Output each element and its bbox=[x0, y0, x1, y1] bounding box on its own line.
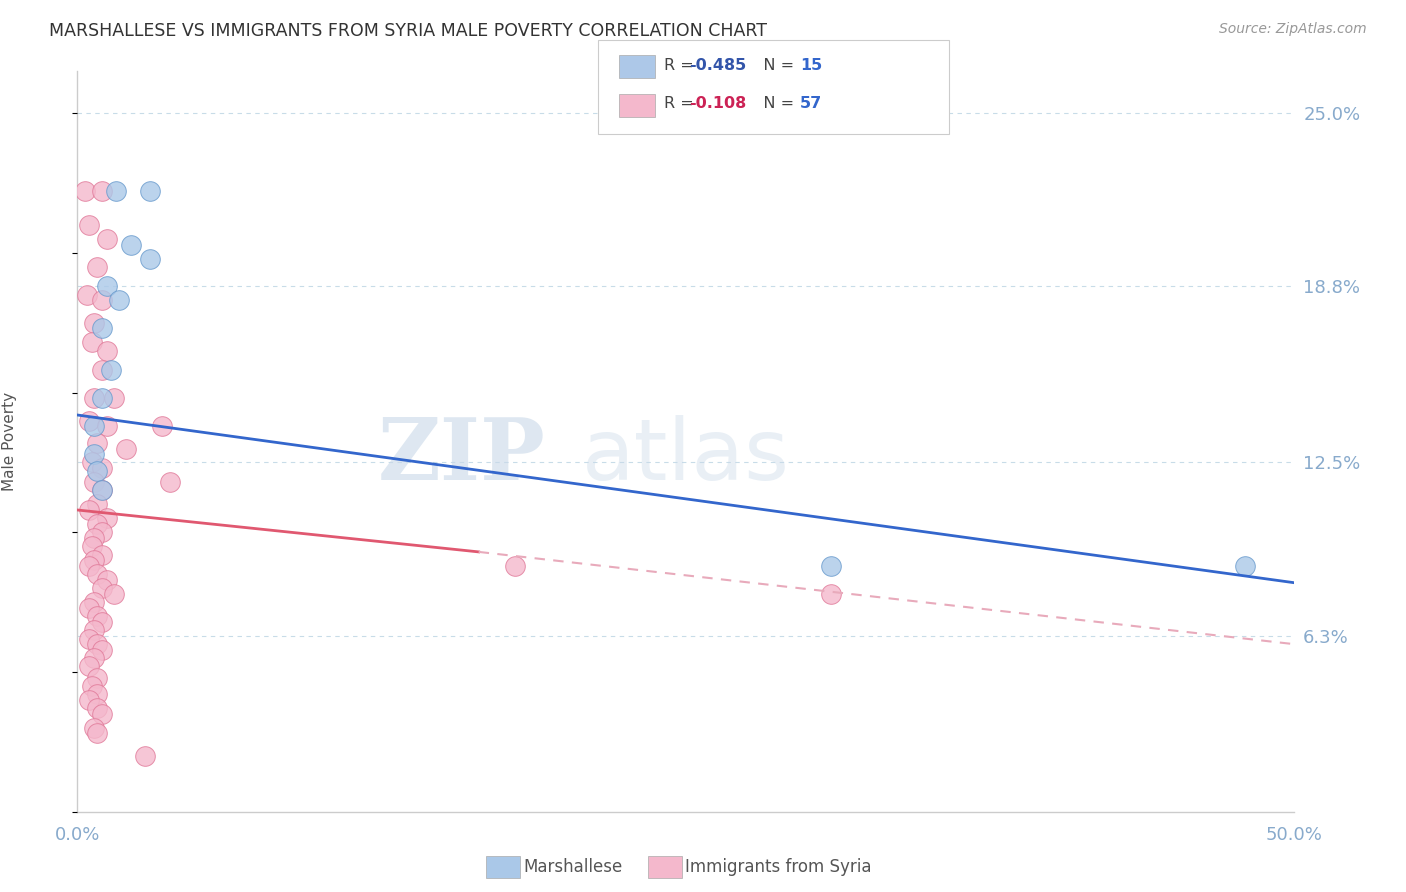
Point bbox=[86, 436, 108, 450]
Point bbox=[96, 279, 118, 293]
Point bbox=[115, 442, 138, 456]
Text: atlas: atlas bbox=[582, 415, 790, 498]
Point bbox=[83, 316, 105, 330]
Point bbox=[83, 447, 105, 461]
Point bbox=[90, 548, 112, 562]
Point bbox=[107, 293, 129, 308]
Text: N =: N = bbox=[748, 58, 799, 72]
Point bbox=[90, 391, 112, 405]
Point bbox=[139, 252, 162, 266]
Point bbox=[90, 321, 112, 335]
Point bbox=[86, 609, 108, 624]
Point bbox=[90, 483, 112, 498]
Text: 50.0%: 50.0% bbox=[1265, 826, 1322, 844]
Point bbox=[80, 679, 103, 693]
Text: N =: N = bbox=[748, 96, 799, 111]
Point bbox=[83, 391, 105, 405]
Text: Source: ZipAtlas.com: Source: ZipAtlas.com bbox=[1219, 22, 1367, 37]
Text: Male Poverty: Male Poverty bbox=[1, 392, 17, 491]
Point bbox=[79, 600, 101, 615]
Point bbox=[90, 363, 112, 377]
Point bbox=[83, 553, 105, 567]
Text: -0.108: -0.108 bbox=[689, 96, 747, 111]
Point bbox=[76, 288, 98, 302]
Point bbox=[86, 687, 108, 701]
Point bbox=[103, 391, 125, 405]
Point bbox=[86, 464, 108, 478]
Point bbox=[86, 671, 108, 685]
Point bbox=[139, 185, 162, 199]
Point bbox=[83, 475, 105, 489]
Point bbox=[83, 419, 105, 434]
Point bbox=[96, 511, 118, 525]
Point bbox=[73, 185, 96, 199]
Point bbox=[90, 642, 112, 657]
Point bbox=[79, 503, 101, 517]
Point bbox=[83, 531, 105, 545]
Point bbox=[120, 237, 142, 252]
Point bbox=[96, 573, 118, 587]
Point bbox=[80, 539, 103, 553]
Point bbox=[503, 558, 526, 573]
Point bbox=[90, 615, 112, 629]
Point bbox=[79, 414, 101, 428]
Point bbox=[83, 651, 105, 665]
Point bbox=[80, 455, 103, 469]
Point bbox=[820, 587, 842, 601]
Point bbox=[1233, 558, 1256, 573]
Text: R =: R = bbox=[664, 96, 699, 111]
Point bbox=[90, 483, 112, 498]
Point bbox=[79, 632, 101, 646]
Point bbox=[90, 461, 112, 475]
Point bbox=[79, 659, 101, 673]
Point bbox=[90, 581, 112, 595]
Point bbox=[86, 637, 108, 651]
Point bbox=[100, 363, 122, 377]
Point bbox=[83, 595, 105, 609]
Point bbox=[79, 218, 101, 232]
Point bbox=[159, 475, 181, 489]
Point bbox=[152, 419, 174, 434]
Point bbox=[83, 623, 105, 637]
Point bbox=[96, 232, 118, 246]
Text: R =: R = bbox=[664, 58, 699, 72]
Text: Marshallese: Marshallese bbox=[523, 858, 623, 876]
Point bbox=[80, 335, 103, 350]
Point bbox=[90, 293, 112, 308]
Point bbox=[96, 419, 118, 434]
Point bbox=[86, 516, 108, 531]
Text: 15: 15 bbox=[800, 58, 823, 72]
Point bbox=[86, 726, 108, 740]
Text: ZIP: ZIP bbox=[378, 415, 546, 499]
Point bbox=[79, 693, 101, 707]
Point bbox=[96, 343, 118, 358]
Point bbox=[86, 497, 108, 511]
Point bbox=[86, 567, 108, 582]
Point bbox=[820, 558, 842, 573]
Point bbox=[79, 558, 101, 573]
Point bbox=[90, 185, 112, 199]
Point bbox=[83, 721, 105, 735]
Point bbox=[90, 525, 112, 540]
Text: Immigrants from Syria: Immigrants from Syria bbox=[685, 858, 872, 876]
Point bbox=[103, 587, 125, 601]
Point bbox=[90, 706, 112, 721]
Point bbox=[105, 185, 128, 199]
Text: 0.0%: 0.0% bbox=[55, 826, 100, 844]
Point bbox=[86, 701, 108, 715]
Text: MARSHALLESE VS IMMIGRANTS FROM SYRIA MALE POVERTY CORRELATION CHART: MARSHALLESE VS IMMIGRANTS FROM SYRIA MAL… bbox=[49, 22, 768, 40]
Text: 57: 57 bbox=[800, 96, 823, 111]
Point bbox=[134, 748, 156, 763]
Text: -0.485: -0.485 bbox=[689, 58, 747, 72]
Point bbox=[86, 260, 108, 274]
